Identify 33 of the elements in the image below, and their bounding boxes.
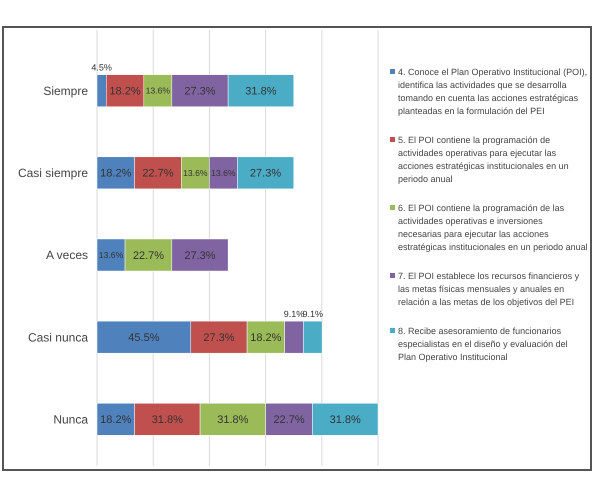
data-label: 13.6% [211, 168, 236, 178]
y-tick-label: Casi siempre [18, 166, 88, 180]
data-label: 13.6% [98, 250, 124, 260]
data-label: 13.6% [183, 168, 208, 178]
data-label: 18.2% [100, 414, 132, 426]
data-label: 22.7% [132, 250, 164, 262]
y-tick-label: Siempre [43, 84, 88, 98]
data-label: 31.8% [217, 414, 249, 426]
legend-label: 6. El POI contiene la programación de las actividades operativas e inversiones necesarias para ejecutar las acciones estratégicas institucionales en un periodo anual [398, 203, 588, 252]
data-label: 31.8% [152, 414, 184, 426]
legend-label: 4. Conoce el Plan Operativo Institucional (POI), identifica las actividades que se desarrolla tomando en cuenta las acciones estratégicas planteadas en la formulación del PEI [398, 67, 588, 116]
legend-label: 8. Recibe asesoramiento de funcionarios especialistas en el diseño y evaluación del Plan Operativo Institucional [398, 326, 568, 362]
data-label: 27.3% [203, 332, 235, 344]
legend-label: 7. El POI establece los recursos financieros y las metas físicas mensuales y anuales en relación a las metas de los objetivos del PEI [398, 271, 580, 307]
legend-label: 5. El POI contiene la programación de actividades operativas para ejecutar las acciones estratégicas institucionales en un periodo anual [398, 135, 569, 184]
data-label: 18.2% [250, 332, 282, 344]
data-label: 22.7% [273, 414, 305, 426]
data-label: 31.8% [245, 86, 277, 98]
data-label: 13.6% [146, 86, 170, 96]
data-label: 27.3% [184, 86, 216, 98]
data-label: 9.1% [302, 309, 324, 320]
data-label: 27.3% [250, 168, 282, 180]
data-label: 27.3% [184, 250, 216, 262]
data-label: 9.1% [284, 309, 304, 320]
data-label: 18.2% [109, 86, 141, 98]
data-label: 22.7% [142, 168, 174, 180]
y-tick-label: Nunca [53, 412, 88, 427]
y-tick-label: Casi nunca [28, 330, 88, 344]
y-tick-label: A veces [46, 248, 88, 262]
data-label: 4.5% [91, 62, 112, 73]
data-label: 45.5% [128, 332, 160, 344]
data-label: 31.8% [330, 414, 362, 426]
data-label: 18.2% [100, 168, 132, 180]
